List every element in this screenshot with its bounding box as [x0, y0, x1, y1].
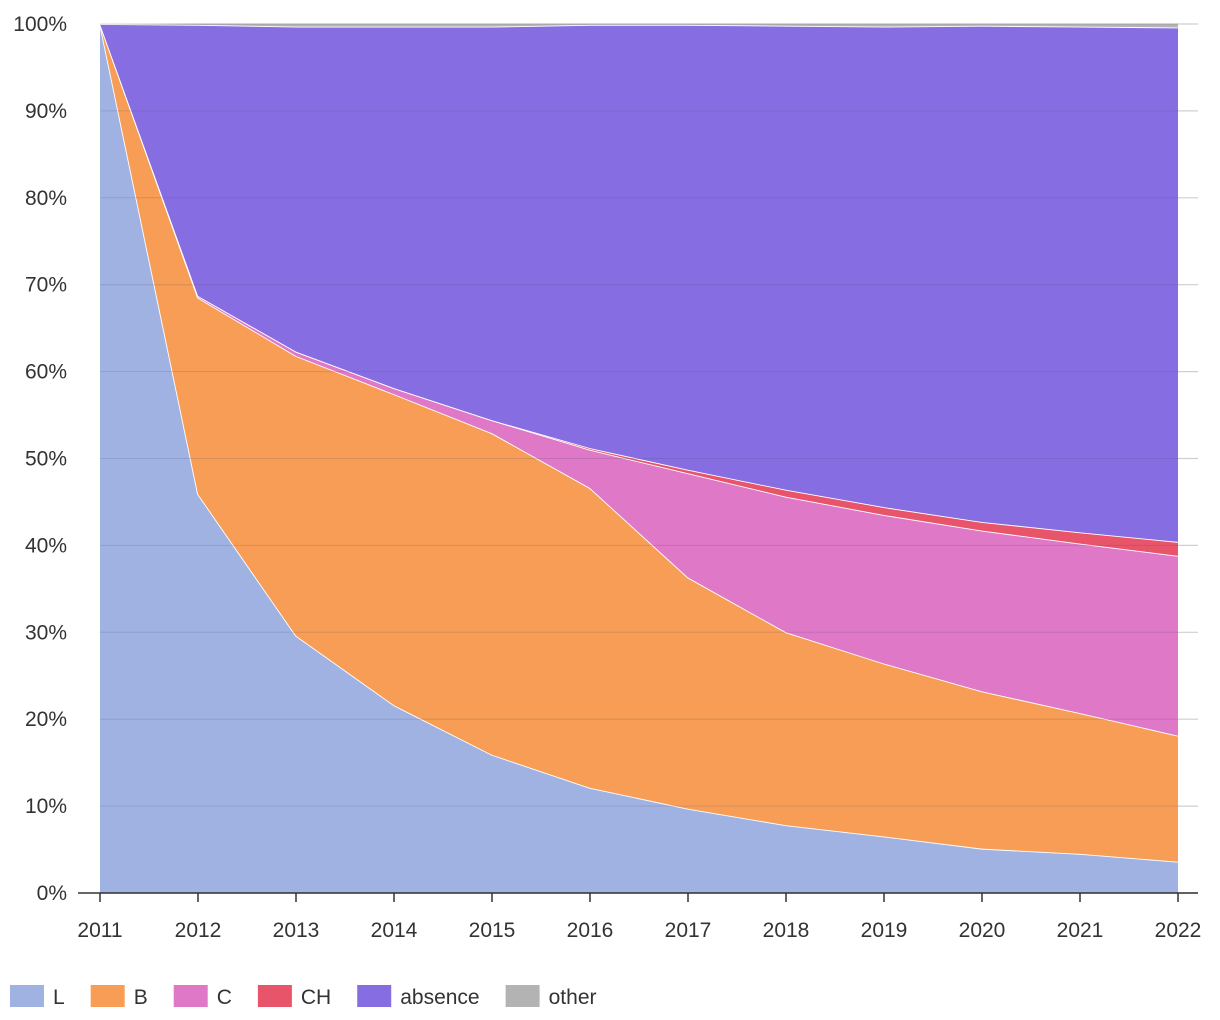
y-tick-label: 30% [25, 621, 67, 644]
y-tick-label: 80% [25, 187, 67, 210]
area-C [100, 24, 1178, 736]
legend-item-L[interactable]: L [10, 985, 65, 1009]
y-tick-label: 90% [25, 100, 67, 123]
x-tick-label: 2021 [1057, 919, 1104, 942]
x-tick-label: 2022 [1155, 919, 1202, 942]
x-tick-label: 2017 [665, 919, 712, 942]
legend-swatch [10, 985, 44, 1007]
legend-item-other[interactable]: other [505, 985, 597, 1009]
legend-swatch [257, 985, 292, 1007]
x-tick-label: 2018 [763, 919, 810, 942]
x-tick-label: 2019 [861, 919, 908, 942]
area-other [100, 24, 1178, 28]
gridlines-overlay [100, 23, 1178, 807]
y-tick-label: 70% [25, 274, 67, 297]
x-tick-label: 2013 [273, 919, 320, 942]
y-tick-label: 0% [37, 882, 67, 905]
legend-swatch [173, 985, 208, 1007]
legend: L B C CH absence other [10, 985, 597, 1009]
axes: 0% 10% 20% 30% 40% 50% 60% 70% 80% 90% 100% 2011 201… [13, 13, 1201, 942]
legend-label: other [549, 986, 597, 1009]
x-tick-label: 2011 [77, 919, 122, 942]
legend-swatch [357, 985, 392, 1007]
y-tick-label: 100% [13, 13, 67, 36]
legend-label: C [217, 986, 232, 1009]
legend-item-absence[interactable]: absence [357, 985, 480, 1009]
x-tick-label: 2016 [567, 919, 614, 942]
y-tick-label: 60% [25, 361, 67, 384]
x-tick-label: 2014 [371, 919, 418, 942]
legend-swatch [90, 985, 125, 1007]
area-absence [100, 24, 1178, 542]
legend-item-C[interactable]: C [173, 985, 232, 1009]
x-tick-label: 2015 [469, 919, 516, 942]
x-tick-label: 2020 [959, 919, 1006, 942]
area-B [100, 24, 1178, 862]
legend-swatch [505, 985, 540, 1007]
area-boundary-L [99, 23, 1179, 863]
legend-item-B[interactable]: B [90, 985, 148, 1009]
x-tick-label: 2012 [175, 919, 222, 942]
legend-label: absence [400, 986, 479, 1009]
legend-label: CH [301, 986, 331, 1009]
area-L [100, 24, 1178, 893]
legend-label: L [53, 986, 65, 1009]
area-series [99, 23, 1179, 893]
legend-label: B [134, 986, 148, 1009]
y-tick-label: 20% [25, 708, 67, 731]
y-tick-label: 50% [25, 448, 67, 471]
legend-item-CH[interactable]: CH [257, 985, 331, 1009]
y-tick-label: 10% [25, 795, 67, 818]
y-tick-label: 40% [25, 534, 67, 557]
